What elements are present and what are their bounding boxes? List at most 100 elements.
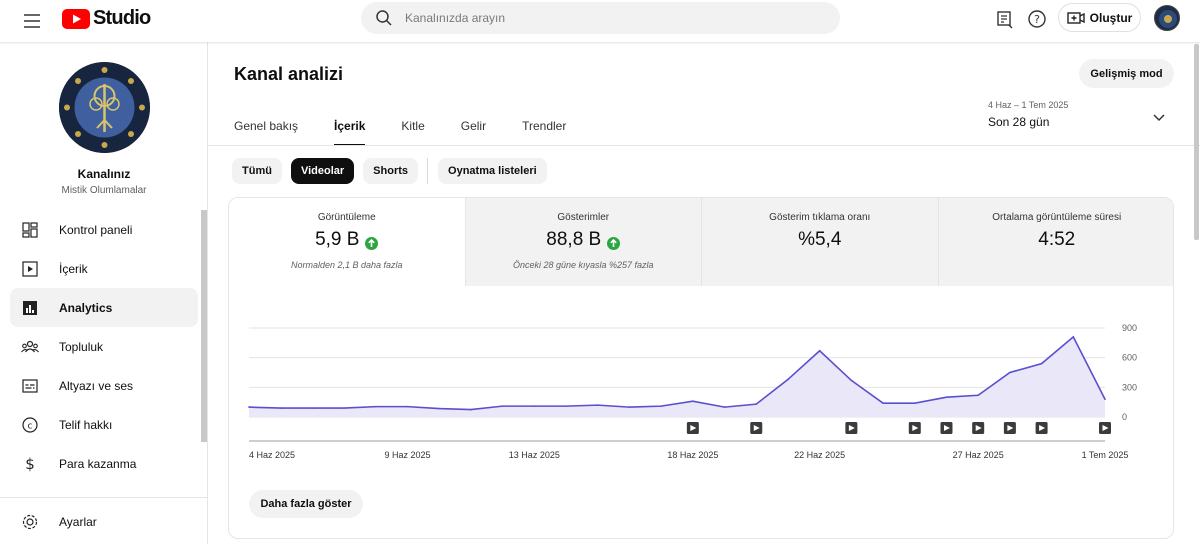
data-point: [501, 405, 504, 407]
data-point: [755, 403, 758, 405]
studio-logo[interactable]: Studio: [62, 7, 151, 30]
sidebar-item-label: Analytics: [59, 300, 113, 315]
data-point: [913, 402, 916, 404]
x-tick-label: 22 Haz 2025: [794, 450, 845, 460]
metric-label: Gösterim tıklama oranı: [769, 212, 871, 223]
data-point: [1009, 371, 1011, 374]
svg-text:?: ?: [1034, 13, 1040, 26]
data-point: [787, 378, 789, 381]
sidebar-item-copyright[interactable]: c Telif hakkı: [10, 405, 198, 444]
x-tick-label: 4 Haz 2025: [249, 450, 295, 460]
y-tick-label: 600: [1122, 353, 1137, 363]
sidebar-bottom: Ayarlar: [0, 497, 208, 544]
dashboard-icon: [21, 221, 39, 239]
advanced-mode-button[interactable]: Gelişmiş mod: [1079, 59, 1174, 88]
metric-ctr[interactable]: Gösterim tıklama oranı %5,4: [702, 198, 939, 286]
metric-avg-view-duration[interactable]: Ortalama görüntüleme süresi 4:52: [938, 198, 1173, 286]
sidebar-item-community[interactable]: Topluluk: [10, 327, 198, 366]
play-icon: [1007, 425, 1014, 431]
chip-shorts[interactable]: Shorts: [363, 158, 419, 184]
show-more-button[interactable]: Daha fazla göster: [249, 490, 363, 518]
tab-content[interactable]: İçerik: [334, 114, 366, 146]
metric-note: Önceki 28 güne kıyasla %257 fazla: [512, 260, 654, 270]
arrow-up-icon: [365, 234, 379, 250]
data-point: [818, 349, 821, 352]
date-range-selector[interactable]: 4 Haz – 1 Tem 2025 Son 28 gün: [988, 100, 1068, 129]
series-line: [248, 335, 1106, 411]
sidebar-item-settings[interactable]: Ayarlar: [10, 502, 198, 541]
metric-value-row: 88,8 B: [466, 229, 702, 251]
data-point: [533, 405, 536, 407]
top-bar: Studio ? Oluştur: [0, 0, 1200, 42]
data-point: [279, 407, 282, 409]
help-icon[interactable]: ?: [1026, 8, 1048, 30]
x-tick-label: 13 Haz 2025: [509, 450, 560, 460]
play-icon: [690, 425, 697, 431]
search-bar[interactable]: [361, 2, 840, 34]
subtitles-icon: [21, 377, 39, 395]
play-icon: [943, 425, 950, 431]
tab-trends[interactable]: Trendler: [522, 119, 567, 133]
x-tick-label: 27 Haz 2025: [953, 450, 1004, 460]
content-type-chips: Tümü Videolar Shorts Oynatma listeleri: [232, 158, 556, 184]
data-point: [565, 405, 567, 407]
create-label: Oluştur: [1089, 10, 1133, 25]
channel-name: Kanalınız: [77, 167, 131, 181]
tab-overview[interactable]: Genel bakış: [234, 119, 299, 133]
channel-avatar[interactable]: [59, 62, 150, 153]
search-input[interactable]: [405, 11, 805, 25]
metric-label: Ortalama görüntüleme süresi: [992, 212, 1122, 223]
sidebar-item-dashboard[interactable]: Kontrol paneli: [10, 210, 198, 249]
metric-value: %5,4: [798, 229, 842, 250]
data-point: [406, 405, 409, 408]
arrow-up-icon: [607, 234, 621, 250]
channel-subtitle: Mistik Olumlamalar: [61, 185, 147, 196]
chip-playlists[interactable]: Oynatma listeleri: [438, 158, 547, 184]
data-point: [850, 379, 853, 382]
analytics-tabs: Genel bakış İçerik Kitle Gelir Trendler: [234, 114, 602, 146]
svg-text:$: $: [25, 455, 35, 473]
data-point: [628, 406, 631, 408]
sidebar-item-monetization[interactable]: $ Para kazanma: [10, 444, 198, 483]
svg-text:c: c: [28, 421, 33, 431]
x-tick-label: 1 Tem 2025: [1082, 450, 1129, 460]
divider: [208, 145, 1200, 146]
data-point: [723, 406, 726, 408]
play-icon: [848, 425, 855, 431]
metric-impressions[interactable]: Gösterimler 88,8 B Önceki 28 güne kıyasl…: [465, 198, 702, 286]
page-title: Kanal analizi: [234, 64, 344, 84]
sidebar-scrollbar[interactable]: [201, 210, 207, 442]
sidebar-item-label: Topluluk: [59, 339, 104, 354]
date-range-period: Son 28 gün: [988, 115, 1050, 129]
play-icon: [975, 425, 982, 431]
main-scrollbar[interactable]: [1194, 44, 1199, 240]
data-point: [660, 405, 662, 407]
sidebar-item-analytics[interactable]: Analytics: [10, 288, 198, 327]
play-icon: [912, 425, 919, 431]
tab-audience[interactable]: Kitle: [401, 119, 425, 133]
account-avatar[interactable]: [1154, 5, 1180, 31]
data-point: [1104, 398, 1106, 400]
tab-revenue[interactable]: Gelir: [460, 119, 487, 133]
chip-divider: [427, 158, 429, 184]
hamburger-menu-icon[interactable]: [20, 9, 44, 33]
feedback-icon[interactable]: [994, 8, 1016, 30]
data-point: [1072, 336, 1075, 338]
metric-value: 5,9 B: [315, 229, 360, 250]
create-button[interactable]: Oluştur: [1058, 3, 1141, 32]
sidebar-item-subtitles[interactable]: Altyazı ve ses: [10, 366, 198, 405]
metric-value: 4:52: [1038, 229, 1076, 250]
chevron-down-icon[interactable]: [1152, 110, 1166, 128]
metric-value-row: %5,4: [702, 229, 938, 251]
y-tick-label: 0: [1122, 412, 1127, 422]
date-range-dates: 4 Haz – 1 Tem 2025: [988, 100, 1069, 110]
x-tick-label: 18 Haz 2025: [667, 450, 718, 460]
sidebar-item-content[interactable]: İçerik: [10, 249, 198, 288]
sidebar-item-label: Telif hakkı: [59, 417, 113, 432]
chip-videos[interactable]: Videolar: [290, 158, 355, 184]
chip-all[interactable]: Tümü: [232, 158, 282, 184]
metric-note: Normalden 2,1 B daha fazla: [290, 260, 403, 270]
data-point: [945, 396, 948, 399]
data-point: [311, 407, 314, 409]
metric-views[interactable]: Görüntüleme 5,9 B Normalden 2,1 B daha f…: [229, 198, 466, 286]
